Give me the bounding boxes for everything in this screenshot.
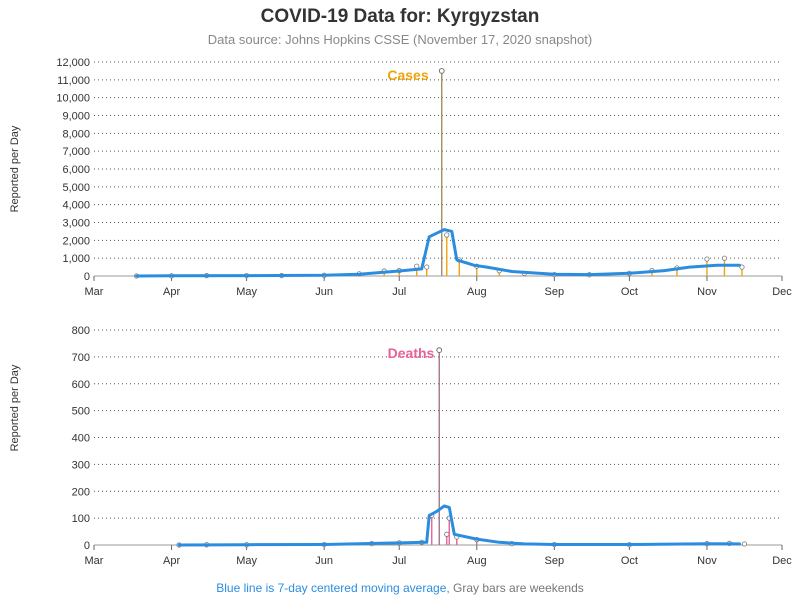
cases-ytick-label: 11,000 xyxy=(57,75,90,87)
deaths-peak-point xyxy=(436,347,443,354)
deaths-plot-label: Deaths xyxy=(388,345,435,361)
deaths-xtick-label: Aug xyxy=(467,555,487,567)
cases-daily-point xyxy=(739,264,745,270)
deaths-ytick-label: 500 xyxy=(72,406,90,418)
cases-xtick-label: Jul xyxy=(392,286,406,298)
cases-xtick-label: Aug xyxy=(467,286,487,298)
deaths-xtick-label: Sep xyxy=(545,555,565,567)
deaths-ylabel: Reported per Day xyxy=(9,364,21,451)
cases-xtick-label: May xyxy=(236,286,257,298)
deaths-ytick-label: 0 xyxy=(84,540,90,552)
deaths-xtick-label: Jun xyxy=(315,555,333,567)
deaths-ytick-label: 600 xyxy=(72,379,90,391)
cases-daily-point xyxy=(444,232,450,238)
cases-daily-point xyxy=(704,256,710,262)
cases-xtick-label: Nov xyxy=(697,286,717,298)
cases-daily-point xyxy=(721,255,728,261)
deaths-daily-point xyxy=(741,541,748,547)
cases-xtick-label: Dec xyxy=(772,286,792,298)
cases-xtick-label: Apr xyxy=(163,286,180,298)
deaths-xtick-label: Nov xyxy=(697,555,717,567)
cases-ytick-label: 4,000 xyxy=(62,200,90,212)
cases-xtick-label: Jun xyxy=(315,286,333,298)
cases-ytick-label: 1,000 xyxy=(62,253,90,265)
cases-ytick-label: 10,000 xyxy=(56,93,90,105)
cases-ytick-label: 7,000 xyxy=(62,146,90,158)
cases-moving-average-line xyxy=(135,228,741,278)
cases-ytick-label: 6,000 xyxy=(62,164,90,176)
cases-plot-label: Cases xyxy=(387,67,428,83)
cases-xtick-label: Oct xyxy=(621,286,638,298)
deaths-xtick-label: Mar xyxy=(85,555,104,567)
deaths-xtick-label: Oct xyxy=(621,555,638,567)
deaths-daily-point xyxy=(444,531,450,537)
deaths-ytick-label: 700 xyxy=(72,352,90,364)
cases-ytick-label: 12,000 xyxy=(56,57,90,69)
deaths-ytick-label: 800 xyxy=(72,325,90,337)
deaths-xtick-label: Jul xyxy=(392,555,406,567)
cases-ytick-label: 0 xyxy=(84,271,90,283)
cases-ytick-label: 5,000 xyxy=(62,182,90,194)
footnote-weekends: Gray bars are weekends xyxy=(449,581,584,595)
cases-ytick-label: 9,000 xyxy=(62,111,90,123)
footnote-moving-average: Blue line is 7-day centered moving avera… xyxy=(216,581,450,595)
chart-subtitle: Data source: Johns Hopkins CSSE (Novembe… xyxy=(207,32,593,47)
deaths-ytick-label: 300 xyxy=(72,459,90,471)
cases-ytick-label: 3,000 xyxy=(62,218,90,230)
cases-daily-point xyxy=(424,264,430,270)
deaths-xtick-label: May xyxy=(236,555,257,567)
chart-title: COVID-19 Data for: Kyrgyzstan xyxy=(260,6,540,27)
cases-peak-point xyxy=(438,68,445,74)
deaths-xtick-label: Dec xyxy=(772,555,792,567)
cases-ytick-label: 8,000 xyxy=(62,128,90,140)
cases-xtick-label: Sep xyxy=(545,286,565,298)
deaths-moving-average-line xyxy=(177,504,741,547)
cases-xtick-label: Mar xyxy=(85,286,104,298)
deaths-ytick-label: 400 xyxy=(72,433,90,445)
cases-ylabel: Reported per Day xyxy=(9,125,21,212)
chart-footnote: Blue line is 7-day centered moving avera… xyxy=(0,581,800,595)
deaths-ytick-label: 200 xyxy=(72,486,90,498)
deaths-ytick-label: 100 xyxy=(72,513,90,525)
cases-ytick-label: 2,000 xyxy=(62,235,90,247)
deaths-xtick-label: Apr xyxy=(163,555,180,567)
